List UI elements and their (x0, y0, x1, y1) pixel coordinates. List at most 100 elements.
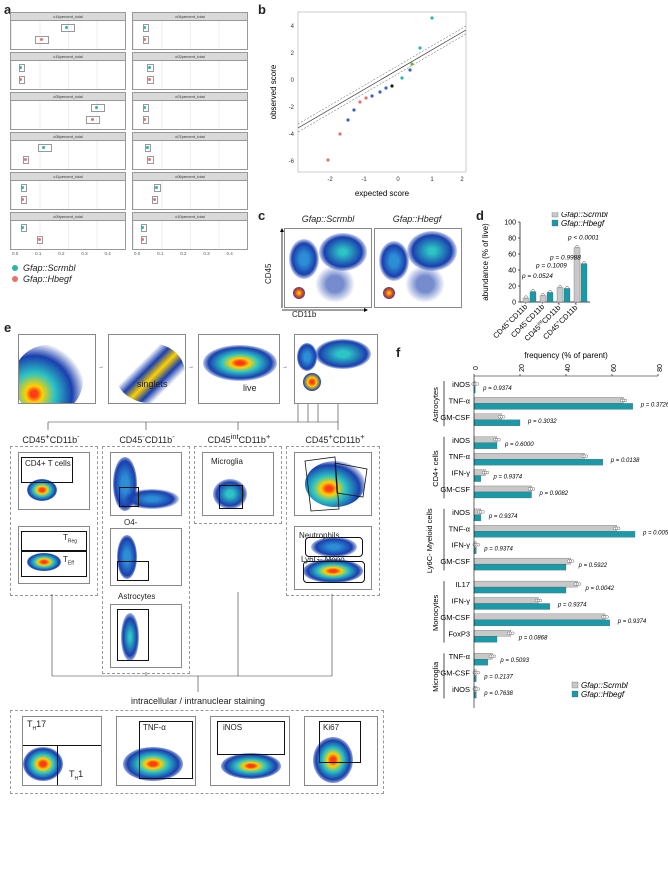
facet-c14percent_total: c14percent_total (10, 12, 126, 50)
boxplot-hbegf (86, 116, 101, 124)
panel-c-ylabel: CD45 (264, 263, 273, 284)
boxplot-hbegf (142, 36, 149, 44)
qq-point (378, 90, 382, 94)
boxplot-hbegf (37, 236, 44, 244)
d-pvalue: p = 0.0524 (521, 273, 553, 280)
boxplot-hbegf (35, 36, 50, 44)
d-legend-swatch (551, 212, 559, 218)
gate-th17-label: TH17 (27, 719, 47, 732)
f-pvalue: p = 0.0042 (585, 586, 615, 592)
arrow-2: → (188, 364, 194, 370)
f-group-label: CD4+ cells (431, 450, 440, 487)
d-bar-point (524, 295, 528, 299)
boxplot-scrmbl (20, 184, 27, 192)
gate-live-label: live (243, 383, 257, 393)
flow-plot-hbegf (374, 228, 462, 308)
facet-xtick: 0.0 (134, 251, 141, 256)
f-bar-scrmbl (473, 525, 617, 532)
b-xtick-3: 0 (396, 177, 400, 183)
f-row-label: IFN-γ (452, 596, 471, 605)
f-point (623, 398, 628, 402)
f-bar-hbegf (473, 442, 498, 449)
b-ytick-4: -2 (289, 105, 295, 111)
panel-c-title-scrmbl: Gfap::Scrmbl (301, 214, 355, 224)
f-bar-scrmbl (473, 453, 585, 460)
flow-o4 (110, 452, 182, 516)
b-xtick-2: -1 (361, 177, 367, 183)
facet-c07percent_total: c07percent_total (132, 132, 248, 170)
facet-strip-label: c09percent_total (11, 213, 125, 221)
f-pvalue: p = 0.5922 (578, 563, 608, 569)
qq-point (352, 108, 356, 112)
f-bar-scrmbl (473, 613, 606, 621)
staining-title: intracellular / intranuclear staining (130, 696, 266, 706)
boxplot-point (143, 37, 147, 41)
d-bar (563, 288, 571, 303)
panel-letter-f: f (396, 345, 401, 360)
f-row-label: GM-CSF (440, 557, 470, 566)
f-row-label: iNOS (452, 685, 470, 694)
f-point (476, 687, 480, 691)
f-xtick-label: 80 (657, 364, 664, 372)
d-bar (556, 287, 564, 303)
f-point (475, 382, 479, 386)
f-bar-hbegf (473, 586, 567, 594)
b-xtick-5: 2 (460, 177, 464, 183)
f-row-label: TNF-α (449, 652, 471, 661)
f-bar-scrmbl (473, 413, 502, 420)
panel-letter-b: b (258, 2, 266, 17)
f-bar-hbegf (473, 636, 498, 643)
d-bar (546, 292, 554, 303)
boxplot-scrmbl (20, 224, 27, 232)
f-bar-scrmbl (473, 397, 624, 404)
f-row-label: iNOS (452, 508, 470, 517)
d-pvalue: p = 0.9988 (549, 255, 581, 262)
col-box-1 (10, 446, 98, 596)
f-bar-hbegf (473, 531, 636, 538)
facet-strip-label: c10percent_total (133, 213, 247, 221)
d-legend-swatch (551, 219, 559, 227)
boxplot-scrmbl (90, 104, 105, 112)
panel-letter-e: e (4, 320, 12, 335)
boxplot-scrmbl (147, 64, 154, 72)
d-ylabel: abundance (% of live) (481, 223, 490, 301)
b-ytick-2: 2 (291, 51, 295, 57)
facet-c05percent_total: c05percent_total (10, 92, 126, 130)
facet-xtick: 0.3 (203, 251, 210, 256)
gate-ki67-label: Ki67 (323, 723, 340, 732)
facet-c11percent_total: c11percent_total (10, 172, 126, 210)
boxplot-scrmbl (37, 144, 52, 152)
boxplot-point (141, 237, 145, 241)
f-pvalue: p = 0.5093 (499, 658, 529, 664)
boxplot-point (42, 145, 46, 149)
panel-b-ci-upper (297, 25, 467, 125)
panel-letter-a: a (4, 2, 12, 17)
panel-f-bar-chart: frequency (% of parent) 0 20 40 60 80 iNOS p = … (425, 352, 668, 708)
b-ytick-3: 0 (291, 78, 295, 84)
f-row-label: GM-CSF (440, 669, 470, 678)
f-pvalue: p = 0.3032 (527, 419, 557, 425)
panel-letter-d: d (476, 208, 484, 223)
f-bar-scrmbl (473, 580, 578, 588)
qq-point (384, 86, 388, 90)
d-bar-point (565, 285, 569, 289)
facet-xtick: 0.1 (157, 251, 164, 256)
f-group-label: Microglia (431, 661, 440, 692)
gate-tnf-label: TNF-α (143, 723, 166, 732)
f-row-label: IL17 (455, 580, 470, 589)
boxplot-scrmbl (145, 144, 152, 152)
f-pvalue: p = 0.9374 (493, 475, 523, 481)
f-xtick-label: 60 (611, 364, 618, 372)
facet-strip-label: c08percent_total (11, 133, 125, 141)
flow-treg-teff: TReg TEff (18, 526, 90, 584)
boxplot-point (37, 237, 41, 241)
d-bar-point (558, 285, 562, 289)
d-bar-point (582, 261, 586, 265)
f-row-label: GM-CSF (440, 613, 470, 622)
flow-th17-th1: TH17 TH1 (22, 716, 102, 786)
col-title-cd45pos-cd11bpos: CD45+CD11b+ (305, 432, 365, 445)
b-ytick-6: -6 (289, 159, 295, 165)
d-ytick-label: 100 (504, 220, 516, 227)
gate-teff-label: TEff (63, 555, 74, 567)
facet-c08percent_total: c08percent_total (10, 132, 126, 170)
